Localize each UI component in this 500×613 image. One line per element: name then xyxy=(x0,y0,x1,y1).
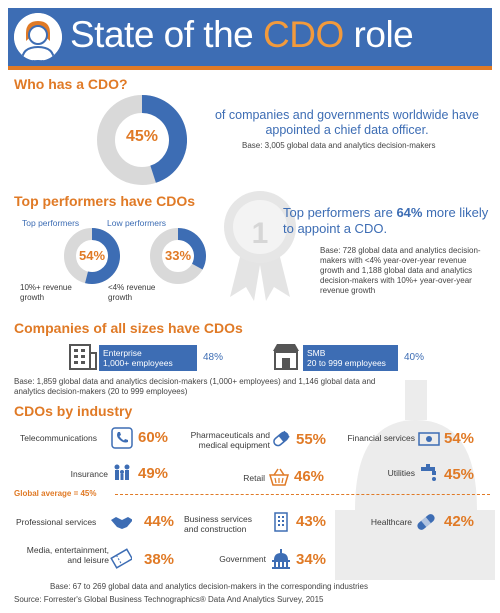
industry-pct: 54% xyxy=(444,430,475,447)
smb-bar: SMB 20 to 999 employees xyxy=(303,345,398,371)
industry-label: Government xyxy=(219,554,266,564)
donut-33-slice xyxy=(177,228,206,270)
industry-label: Healthcare xyxy=(370,517,412,527)
label-low-performers: Low performers xyxy=(107,218,167,228)
industry-pct: 43% xyxy=(296,513,327,530)
section-title-who-has: Who has a CDO? xyxy=(14,76,128,92)
base-note-2: Base: 728 global data and analytics deci… xyxy=(320,246,481,295)
handshake-icon xyxy=(111,517,132,529)
industry-pct: 38% xyxy=(144,551,175,568)
industry-label: Insurance xyxy=(70,469,108,479)
badge-number: 1 xyxy=(251,217,269,250)
top-sub-label: 10%+ revenue growth xyxy=(20,283,72,302)
section-title-company-sizes: Companies of all sizes have CDOs xyxy=(14,320,243,336)
capitol-icon xyxy=(272,549,290,569)
faucet-icon xyxy=(421,464,436,481)
global-average-label: Global average = 45% xyxy=(14,489,97,498)
donut-33 xyxy=(150,228,206,284)
section-title-industry: CDOs by industry xyxy=(14,403,133,419)
industry-label: Professional services xyxy=(16,517,97,527)
statement-text: of companies and governments worldwide h… xyxy=(214,108,480,137)
office-building-icon xyxy=(69,344,97,370)
enterprise-pct: 48% xyxy=(203,352,224,363)
industry-label: Financial services xyxy=(347,433,415,443)
industry-label: Media, entertainment, and leisure xyxy=(26,545,109,565)
donut-45-slice xyxy=(141,95,187,183)
donut-45 xyxy=(97,95,187,185)
industry-pct: 45% xyxy=(444,466,475,483)
person-icon xyxy=(14,13,62,61)
header-stripe xyxy=(8,66,492,70)
building-icon xyxy=(274,512,288,532)
donut-45-label: 45% xyxy=(125,128,159,145)
store-icon xyxy=(273,344,299,370)
ticket-icon xyxy=(110,548,132,569)
donut-54 xyxy=(64,228,120,284)
phone-icon xyxy=(111,427,133,449)
source-note: Source: Forrester's Global Business Tech… xyxy=(14,595,324,604)
money-icon xyxy=(418,432,440,446)
header-banner xyxy=(8,8,492,66)
low-sub-label: <4% revenue growth xyxy=(108,283,156,302)
industry-pct: 49% xyxy=(138,465,169,482)
industry-label: Utilities xyxy=(387,468,415,478)
basket-icon xyxy=(268,468,290,486)
award-ribbon-icon xyxy=(224,191,296,301)
headline-text: Top performers are 64% more likely to ap… xyxy=(283,205,489,236)
industry-pct: 46% xyxy=(294,468,325,485)
industry-label: Telecommunications xyxy=(20,433,98,443)
enterprise-bar: Enterprise 1,000+ employees xyxy=(99,345,197,371)
family-icon xyxy=(114,464,130,480)
industry-label: Business services and construction xyxy=(184,514,253,534)
industry-pct: 60% xyxy=(138,429,169,446)
industry-pct: 44% xyxy=(144,513,175,530)
industry-pct: 55% xyxy=(296,431,327,448)
industry-pct: 42% xyxy=(444,513,475,530)
page-title: State of the CDO role xyxy=(70,14,414,55)
base-note-1: Base: 3,005 global data and analytics de… xyxy=(242,141,436,150)
smb-pct: 40% xyxy=(404,352,425,363)
industry-label: Retail xyxy=(243,473,265,483)
industry-pct: 34% xyxy=(296,551,327,568)
pill-icon xyxy=(273,430,290,447)
global-average-divider xyxy=(115,494,490,495)
label-top-performers: Top performers xyxy=(22,218,80,228)
base-note-4: Base: 67 to 269 global data and analytic… xyxy=(50,582,368,591)
capitol-watermark-icon xyxy=(335,380,495,580)
section-title-top-performers: Top performers have CDOs xyxy=(14,193,196,209)
donut-33-label: 33% xyxy=(164,248,192,263)
bandage-icon xyxy=(417,514,435,530)
industry-label: Pharmaceuticals and medical equipment xyxy=(190,430,270,450)
donut-54-slice xyxy=(85,228,120,284)
base-note-3: Base: 1,859 global data and analytics de… xyxy=(14,377,376,396)
donut-54-label: 54% xyxy=(78,248,106,263)
